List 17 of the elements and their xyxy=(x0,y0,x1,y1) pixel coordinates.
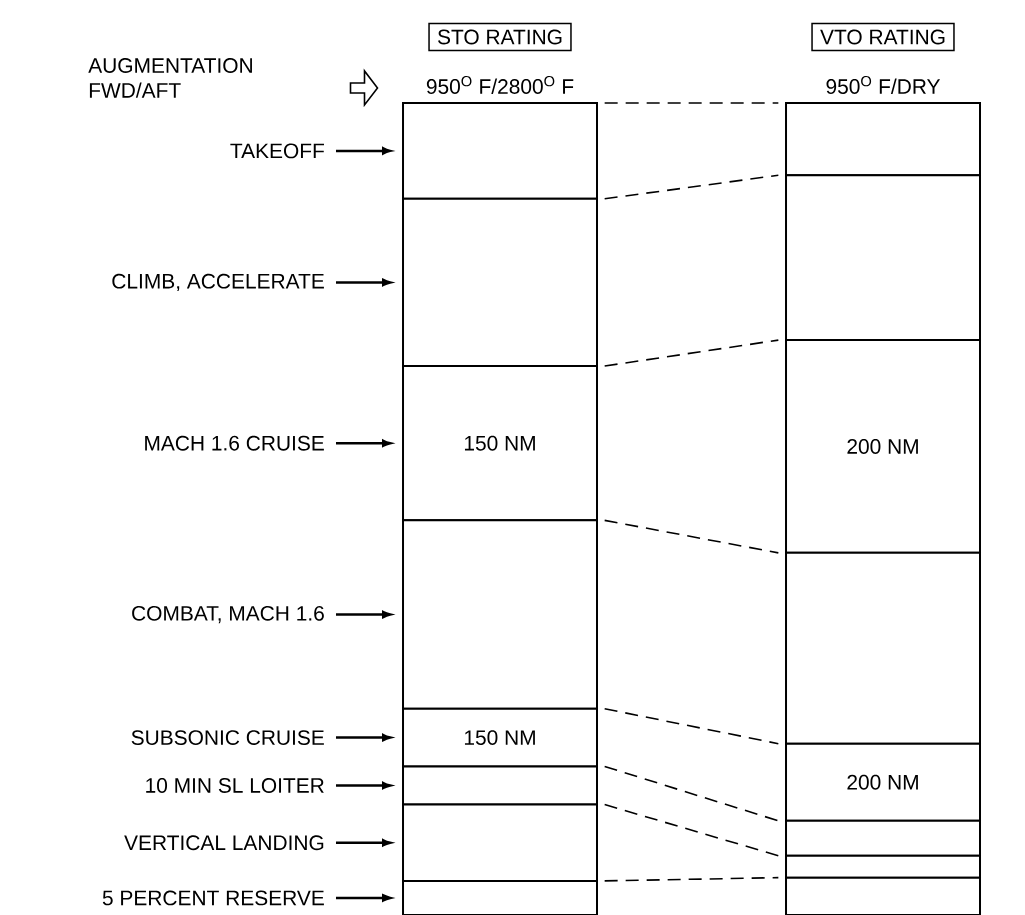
annotation: 200 NM xyxy=(847,439,918,454)
legend-label: 5 PERCENT RESERVE xyxy=(102,890,324,906)
text: 950$^{O}$ F/2800$^{O}$ F xyxy=(426,76,574,94)
legend-label: 10 MIN SL LOITER xyxy=(146,778,324,793)
annotation: 150 NM xyxy=(464,730,535,745)
legend-label: SUBSONIC CRUISE xyxy=(131,730,324,745)
legend-label: TAKEOFF xyxy=(230,143,324,159)
x-tick-label: STO RATING xyxy=(437,29,562,45)
text: AUGMENTATION FWD/AFT xyxy=(88,58,252,98)
annotation: 150 NM xyxy=(464,435,535,451)
legend-label: MACH 1.6 CRUISE xyxy=(145,435,324,451)
legend-label: COMBAT, MACH 1.6 xyxy=(132,605,324,624)
annotation: 200 NM xyxy=(847,774,918,790)
text: 950$^{O}$ F/DRY xyxy=(826,76,941,94)
legend-label: VERTICAL LANDING xyxy=(124,835,324,851)
legend-label: CLIMB, ACCELERATE xyxy=(112,273,324,292)
x-tick-label: VTO RATING xyxy=(820,29,945,45)
